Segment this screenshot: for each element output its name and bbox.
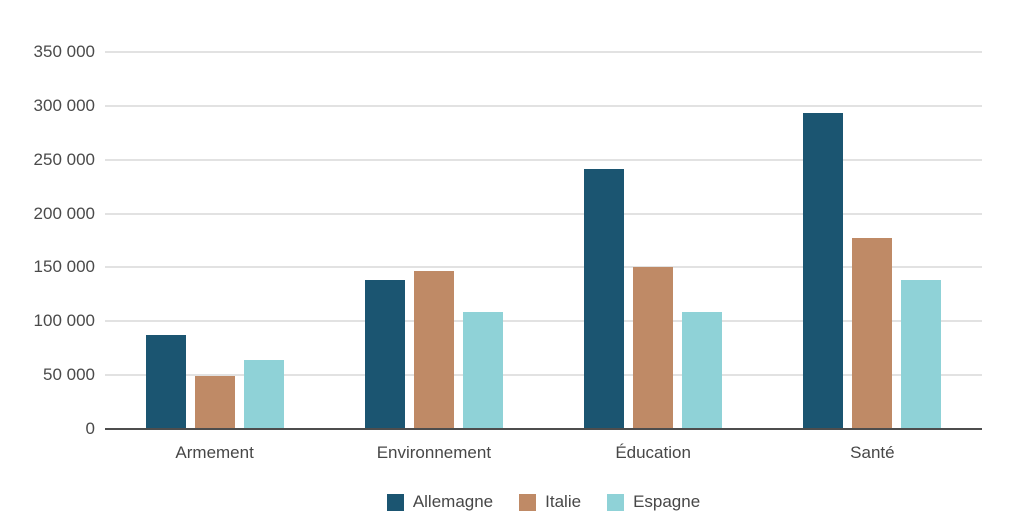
bar-espagne-education <box>682 311 723 429</box>
legend-item-italie: Italie <box>519 492 581 512</box>
gridline <box>105 158 982 161</box>
legend: Allemagne Italie Espagne <box>105 490 982 514</box>
y-tick-label: 300 000 <box>33 95 95 115</box>
bar-espagne-environnement <box>462 311 503 429</box>
bar-allemagne-environnement <box>364 280 405 429</box>
y-tick-label: 200 000 <box>33 203 95 223</box>
bar-italie-armement <box>194 376 235 429</box>
y-tick-label: 100 000 <box>33 311 95 331</box>
legend-item-espagne: Espagne <box>607 492 700 512</box>
legend-item-allemagne: Allemagne <box>386 492 494 512</box>
gridline <box>105 266 982 269</box>
bar-espagne-sante <box>901 280 942 429</box>
y-tick-label: 250 000 <box>33 149 95 169</box>
y-tick-label: 150 000 <box>33 257 95 277</box>
gridline <box>105 374 982 377</box>
bar-allemagne-armement <box>145 335 186 429</box>
bar-italie-sante <box>852 238 893 429</box>
y-tick-label: 0 <box>85 419 95 438</box>
category-label-education: Éducation <box>615 443 691 462</box>
gridline <box>105 320 982 323</box>
legend-label: Allemagne <box>412 492 494 511</box>
x-axis-line <box>105 428 982 430</box>
legend-swatch-italie <box>519 493 537 511</box>
gridline <box>105 104 982 107</box>
y-tick-label: 50 000 <box>43 365 95 385</box>
gridline <box>105 51 982 53</box>
legend-swatch-allemagne <box>386 493 404 511</box>
legend-label: Italie <box>545 492 582 511</box>
bar-allemagne-sante <box>803 113 844 429</box>
legend-label: Espagne <box>633 492 701 511</box>
y-tick-label: 350 000 <box>33 42 95 61</box>
category-label-environnement: Environnement <box>376 443 492 462</box>
category-label-armement: Armement <box>175 443 254 462</box>
bar-espagne-armement <box>243 360 284 429</box>
legend-swatch-espagne <box>607 493 625 511</box>
bar-allemagne-education <box>584 169 625 429</box>
gridline <box>105 212 982 215</box>
category-label-sante: Santé <box>850 443 895 462</box>
bar-italie-environnement <box>413 270 454 429</box>
bar-italie-education <box>633 267 674 429</box>
